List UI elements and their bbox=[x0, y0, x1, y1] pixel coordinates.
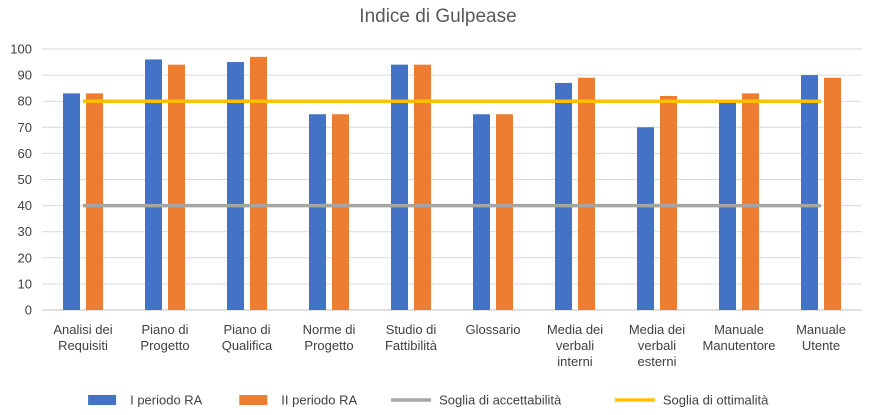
x-tick-label-line: Analisi dei bbox=[53, 322, 112, 337]
y-tick-label: 90 bbox=[18, 68, 32, 83]
bar bbox=[578, 77, 595, 311]
x-tick-label: Glossario bbox=[466, 322, 521, 337]
y-tick-label: 50 bbox=[18, 172, 32, 187]
y-tick-label: 30 bbox=[18, 224, 32, 239]
x-tick-label-line: Requisiti bbox=[58, 338, 108, 353]
bar bbox=[637, 127, 654, 310]
x-tick-label-line: verbali bbox=[556, 338, 594, 353]
x-tick-label-line: Progetto bbox=[304, 338, 353, 353]
x-tick-label-line: verbali bbox=[638, 338, 676, 353]
legend: I periodo RA II periodo RA Soglia di accet… bbox=[88, 393, 769, 408]
y-tick-label: 70 bbox=[18, 120, 32, 135]
y-tick-label: 20 bbox=[18, 250, 32, 265]
x-tick-label: Media dei verbali esterni bbox=[629, 322, 685, 369]
x-tick-label: Piano di Qualifica bbox=[222, 322, 273, 353]
bar bbox=[824, 77, 841, 311]
x-tick-label-line: Piano di bbox=[142, 322, 189, 337]
bar bbox=[391, 64, 408, 310]
bar bbox=[227, 62, 244, 310]
x-tick-label-line: Studio di bbox=[386, 322, 437, 337]
x-tick-label: Piano di Progetto bbox=[140, 322, 189, 353]
y-tick-label: 100 bbox=[10, 42, 32, 57]
bar bbox=[555, 82, 572, 311]
bars bbox=[63, 56, 841, 311]
legend-label: II periodo RA bbox=[281, 393, 357, 408]
x-tick-label: Studio di Fattibilità bbox=[385, 322, 438, 353]
legend-label: I periodo RA bbox=[130, 393, 203, 408]
x-tick-label: Norme di Progetto bbox=[303, 322, 356, 353]
bar bbox=[742, 93, 759, 311]
bar bbox=[473, 114, 490, 310]
x-tick-label-line: interni bbox=[557, 354, 593, 369]
x-tick-label-line: Utente bbox=[802, 338, 840, 353]
bar bbox=[801, 75, 818, 310]
x-tick-label: Media dei verbali interni bbox=[547, 322, 603, 369]
y-tick-label: 10 bbox=[18, 276, 32, 291]
bar bbox=[496, 114, 513, 310]
x-tick-label-line: Piano di bbox=[224, 322, 271, 337]
bar bbox=[309, 114, 326, 310]
legend-label: Soglia di accettabilità bbox=[439, 393, 562, 408]
y-tick-label: 0 bbox=[25, 303, 32, 318]
x-tick-label: Analisi dei Requisiti bbox=[53, 322, 112, 353]
x-tick-label-line: Manuale bbox=[796, 322, 846, 337]
bar bbox=[660, 95, 677, 310]
x-tick-label-line: Glossario bbox=[466, 322, 521, 337]
gridlines bbox=[42, 48, 862, 311]
legend-label: Soglia di ottimalità bbox=[663, 393, 769, 408]
bar bbox=[250, 56, 267, 310]
legend-swatch bbox=[88, 395, 117, 405]
x-tick-label-line: Manuale bbox=[714, 322, 764, 337]
x-tick-label-line: esterni bbox=[637, 354, 676, 369]
x-tick-label-line: Manutentore bbox=[703, 338, 776, 353]
bar bbox=[63, 93, 80, 311]
x-tick-label-line: Media dei bbox=[629, 322, 685, 337]
x-tick-label-line: Media dei bbox=[547, 322, 603, 337]
x-tick-label-line: Norme di bbox=[303, 322, 356, 337]
bar bbox=[332, 114, 349, 310]
x-tick-label: Manuale Utente bbox=[796, 322, 846, 353]
y-tick-label: 40 bbox=[18, 198, 32, 213]
threshold-lines bbox=[83, 99, 821, 208]
bar bbox=[168, 64, 185, 310]
bar bbox=[414, 64, 431, 310]
x-tick-label-line: Progetto bbox=[140, 338, 189, 353]
chart-title: Indice di Gulpease bbox=[359, 6, 516, 27]
bar bbox=[86, 93, 103, 311]
bar bbox=[145, 59, 162, 310]
y-tick-label: 80 bbox=[18, 94, 32, 109]
x-tick-label-line: Fattibilità bbox=[385, 338, 438, 353]
y-axis: 0 10 20 30 40 50 60 70 80 90 100 bbox=[10, 42, 32, 318]
x-tick-label: Manuale Manutentore bbox=[703, 322, 776, 353]
legend-swatch bbox=[239, 395, 268, 405]
y-tick-label: 60 bbox=[18, 146, 32, 161]
x-tick-label-line: Qualifica bbox=[222, 338, 273, 353]
